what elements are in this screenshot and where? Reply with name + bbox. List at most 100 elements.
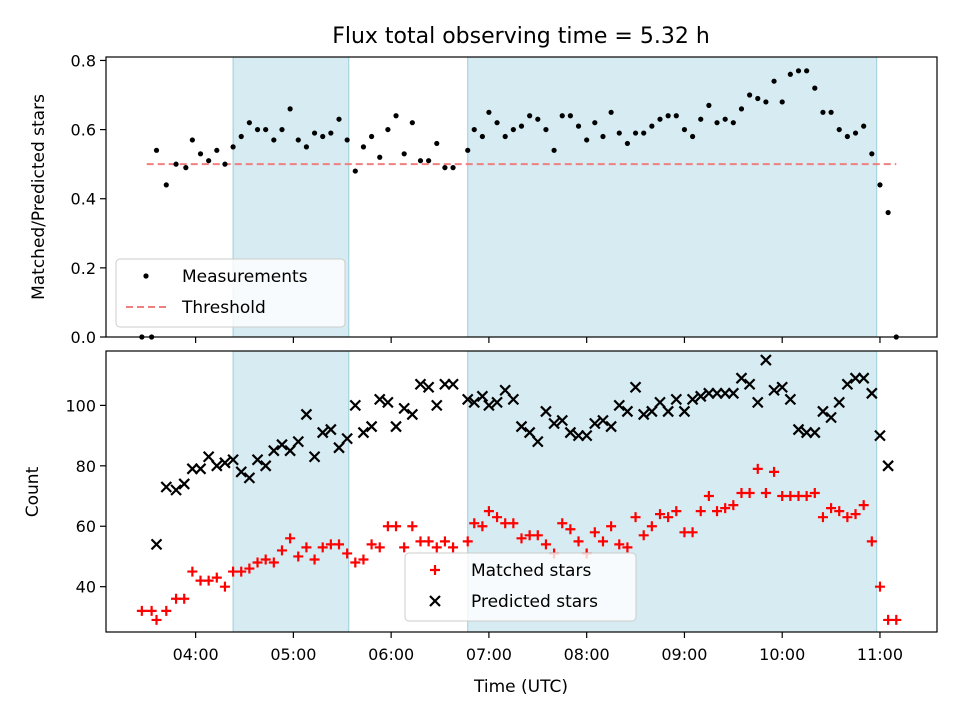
x-tick-label: 09:00 xyxy=(661,645,707,664)
data-point-x xyxy=(382,396,394,409)
data-point-x xyxy=(390,420,402,433)
data-point-x xyxy=(523,426,536,439)
data-point-x xyxy=(468,396,481,409)
highlight-band xyxy=(232,350,350,633)
data-point-dot xyxy=(214,147,220,153)
data-point-dot xyxy=(804,68,810,74)
data-point-x xyxy=(825,411,837,424)
data-point-plus xyxy=(557,518,568,529)
data-point-x xyxy=(461,393,474,406)
data-point-plus xyxy=(309,554,320,565)
data-point-plus xyxy=(391,521,402,532)
data-point-dot xyxy=(287,106,293,112)
data-point-x xyxy=(268,444,280,457)
data-point-plus xyxy=(161,605,172,616)
data-point-plus xyxy=(720,503,731,514)
y-tick-label: 60 xyxy=(76,517,96,536)
data-point-plus xyxy=(492,512,503,523)
data-point-dot xyxy=(197,151,204,157)
y-tick-label: 0.0 xyxy=(71,328,96,347)
data-point-plus xyxy=(809,488,820,499)
data-point-dot xyxy=(738,106,745,112)
data-point-x xyxy=(211,460,223,472)
data-point-plus xyxy=(293,551,304,562)
data-point-plus xyxy=(826,503,837,514)
data-point-plus xyxy=(703,491,714,502)
data-point-plus xyxy=(374,542,385,553)
data-point-dot xyxy=(812,85,818,91)
legend-label: Threshold xyxy=(181,298,266,318)
data-point-x xyxy=(398,402,410,415)
highlight-band xyxy=(467,56,878,338)
data-point-dot xyxy=(657,116,663,122)
x-tick-label: 10:00 xyxy=(759,645,805,664)
data-point-plus xyxy=(614,539,625,550)
data-point-dot xyxy=(320,133,326,140)
data-point-plus xyxy=(358,554,369,565)
data-point-dot xyxy=(153,147,160,153)
data-point-plus xyxy=(866,536,877,547)
data-point-dot xyxy=(206,158,212,164)
data-point-plus xyxy=(671,506,682,517)
data-point-dot xyxy=(608,109,614,115)
data-point-plus xyxy=(407,521,418,532)
data-point-x xyxy=(300,408,313,421)
data-point-dot xyxy=(222,161,228,167)
data-point-dot xyxy=(551,147,557,153)
data-point-dot xyxy=(238,133,244,140)
data-point-x xyxy=(882,460,894,472)
data-point-x xyxy=(792,423,805,436)
data-point-x xyxy=(160,481,173,493)
data-point-x xyxy=(357,426,370,439)
data-point-dot xyxy=(230,144,236,150)
legend-box xyxy=(404,552,637,622)
data-point-x xyxy=(776,381,788,394)
data-point-x xyxy=(202,450,215,463)
data-point-plus xyxy=(565,524,576,535)
data-point-dot xyxy=(869,151,875,157)
data-point-x xyxy=(621,405,634,418)
data-point-x xyxy=(556,414,569,427)
y-tick-label: 40 xyxy=(76,578,96,597)
data-point-plus xyxy=(431,542,442,553)
data-point-x xyxy=(325,423,337,436)
legend-label: Predicted stars xyxy=(471,592,598,612)
data-point-x xyxy=(447,378,459,391)
data-point-plus xyxy=(334,539,345,550)
data-point-x xyxy=(170,484,182,496)
data-point-dot xyxy=(722,116,728,122)
data-point-dot xyxy=(344,137,350,143)
data-point-plus xyxy=(317,542,328,553)
data-point-plus xyxy=(136,605,147,616)
data-point-plus xyxy=(469,518,480,529)
data-point-x xyxy=(727,387,740,400)
data-point-x xyxy=(686,393,699,406)
data-point-x xyxy=(406,408,419,421)
data-point-x xyxy=(670,393,683,406)
data-point-x xyxy=(349,399,362,412)
data-point-dot xyxy=(189,137,195,143)
data-point-dot xyxy=(877,182,883,188)
data-point-plus xyxy=(573,536,584,547)
data-point-x xyxy=(637,408,650,421)
data-point-plus xyxy=(744,488,755,499)
data-point-dot xyxy=(173,161,179,167)
axes-frame xyxy=(105,56,938,338)
data-point-dot xyxy=(584,137,590,143)
data-point-dot xyxy=(510,126,516,133)
data-point-plus xyxy=(817,512,828,523)
data-point-plus xyxy=(646,521,657,532)
data-point-dot xyxy=(706,102,712,108)
data-point-dot xyxy=(632,130,639,136)
data-point-plus xyxy=(712,506,723,517)
data-point-plus xyxy=(760,488,771,499)
chart-title: Flux total observing time = 5.32 h xyxy=(332,24,710,49)
data-point-dot xyxy=(771,78,777,84)
data-point-x xyxy=(259,460,272,472)
data-point-dot xyxy=(502,133,508,140)
data-point-dot xyxy=(163,182,169,188)
data-point-dot xyxy=(689,133,696,140)
data-point-dot xyxy=(885,209,891,216)
data-point-dot xyxy=(336,116,342,122)
